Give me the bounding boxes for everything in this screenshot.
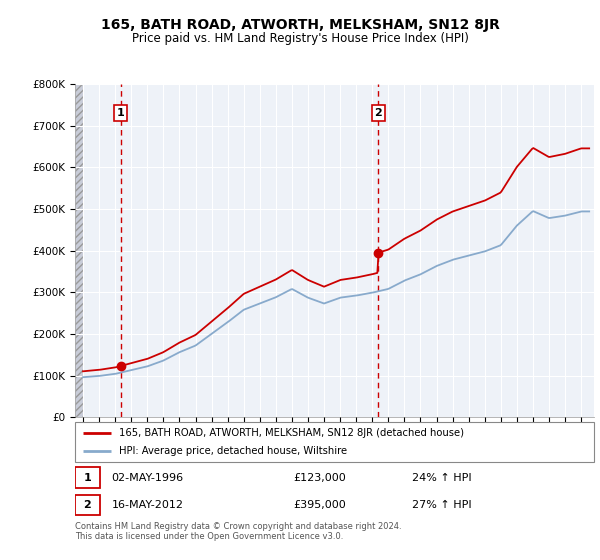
Text: 1: 1 xyxy=(83,473,91,483)
Bar xyxy=(75,495,100,515)
Bar xyxy=(75,468,100,488)
FancyBboxPatch shape xyxy=(75,422,594,462)
Bar xyxy=(75,84,83,417)
Text: 24% ↑ HPI: 24% ↑ HPI xyxy=(412,473,472,483)
Text: 2: 2 xyxy=(374,108,382,118)
Text: HPI: Average price, detached house, Wiltshire: HPI: Average price, detached house, Wilt… xyxy=(119,446,347,456)
Text: £395,000: £395,000 xyxy=(293,500,346,510)
Text: 1: 1 xyxy=(117,108,125,118)
Text: 02-MAY-1996: 02-MAY-1996 xyxy=(112,473,184,483)
Text: 27% ↑ HPI: 27% ↑ HPI xyxy=(412,500,472,510)
Text: 165, BATH ROAD, ATWORTH, MELKSHAM, SN12 8JR (detached house): 165, BATH ROAD, ATWORTH, MELKSHAM, SN12 … xyxy=(119,428,464,437)
Text: 165, BATH ROAD, ATWORTH, MELKSHAM, SN12 8JR: 165, BATH ROAD, ATWORTH, MELKSHAM, SN12 … xyxy=(101,18,499,32)
Text: Contains HM Land Registry data © Crown copyright and database right 2024.
This d: Contains HM Land Registry data © Crown c… xyxy=(75,522,401,542)
Text: £123,000: £123,000 xyxy=(293,473,346,483)
Text: 16-MAY-2012: 16-MAY-2012 xyxy=(112,500,184,510)
Text: Price paid vs. HM Land Registry's House Price Index (HPI): Price paid vs. HM Land Registry's House … xyxy=(131,32,469,45)
Text: 2: 2 xyxy=(83,500,91,510)
